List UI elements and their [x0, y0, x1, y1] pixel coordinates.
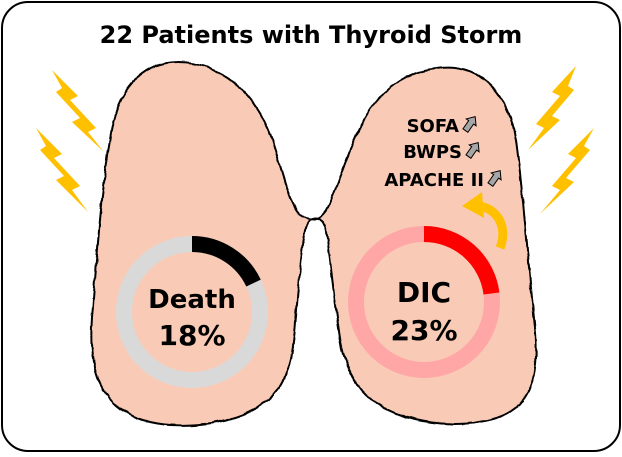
death-percent: 18%	[158, 319, 225, 352]
up-arrow-icon	[462, 115, 477, 133]
score-item-apache-ii: APACHE II	[384, 169, 502, 191]
dic-percent: 23%	[390, 314, 457, 347]
curved-arrow-icon	[477, 201, 508, 250]
score-label: BWPS	[403, 142, 462, 163]
dic-donut-chart: DIC 23%	[348, 226, 500, 378]
score-label: SOFA	[407, 116, 459, 137]
diagram-title: 22 Patients with Thyroid Storm	[100, 21, 523, 49]
lightning-bolt-icon-left-bottom	[36, 128, 88, 212]
curved-arrow-head-icon	[462, 192, 484, 218]
score-label: APACHE II	[384, 170, 484, 191]
lightning-bolt-icon-right-top	[528, 66, 576, 150]
score-item-sofa: SOFA	[407, 115, 477, 137]
dic-donut-arc	[423, 226, 500, 295]
death-donut-chart: Death 18%	[116, 236, 268, 388]
lightning-bolt-icon-left-top	[52, 70, 104, 152]
score-item-bwps: BWPS	[403, 141, 480, 163]
lightning-bolt-icon-right-bottom	[540, 128, 594, 214]
up-arrow-icon	[465, 141, 480, 159]
death-donut-arc	[191, 236, 261, 287]
thyroid-gland-shape	[90, 60, 538, 427]
death-label: Death	[148, 285, 236, 315]
severity-scores-list: SOFA BWPS APACHE II	[384, 115, 502, 191]
dic-label: DIC	[397, 276, 451, 309]
up-arrow-icon	[487, 169, 502, 187]
